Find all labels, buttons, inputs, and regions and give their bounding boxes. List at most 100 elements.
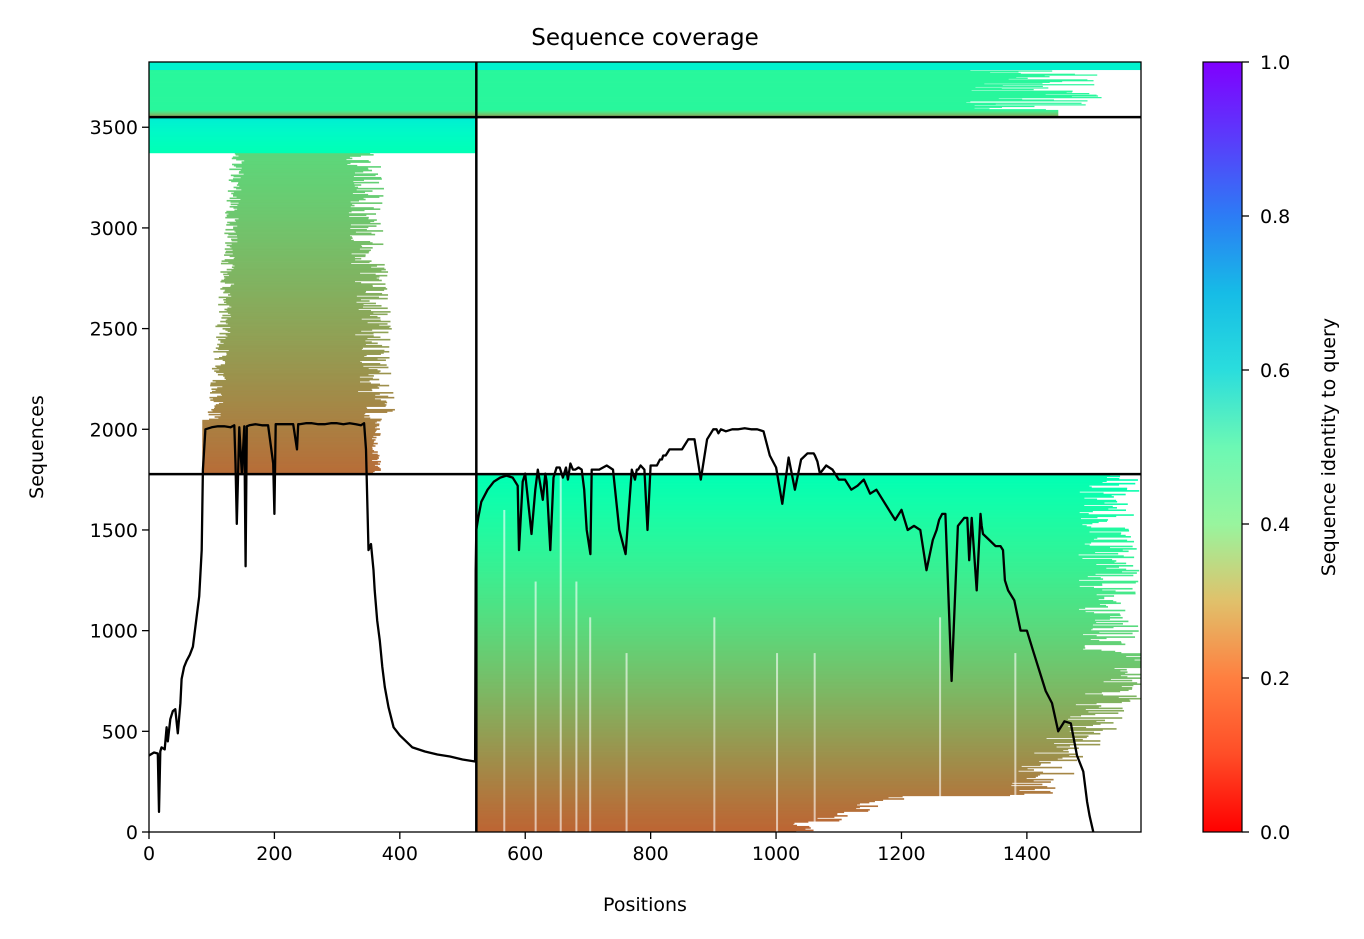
heatmap-row [476,730,1070,733]
heatmap-row [211,388,372,391]
heatmap-row [476,87,1049,89]
heatmap-row [227,330,362,333]
heatmap-row [216,371,380,374]
heatmap-row [476,731,1094,734]
heatmap-row [149,75,477,77]
heatmap-row [476,560,1117,562]
heatmap-row [476,769,1034,771]
heatmap-row [149,128,477,131]
heatmap-row [202,446,373,449]
heatmap-row [476,643,1126,646]
heatmap-row [476,550,1129,553]
heatmap-row [211,367,369,370]
heatmap-row [149,144,477,146]
heatmap-row [220,414,370,417]
heatmap-row [149,104,477,106]
heatmap-row [476,569,1140,572]
heatmap-row [149,87,477,89]
heatmap-row [149,92,477,94]
heatmap-row [476,546,1110,549]
heatmap-row [476,496,1114,498]
heatmap-row [476,642,1122,644]
heatmap-row [222,355,365,358]
heatmap-row [202,470,375,473]
heatmap-row [476,827,811,829]
heatmap-row [149,109,477,112]
heatmap-row [476,72,1021,75]
heatmap-row [217,324,380,326]
colorbar-ticks: 0.0 0.2 0.4 0.6 0.8 1.0 [1242,52,1290,844]
heatmap-row [476,540,1135,543]
heatmap-row [476,593,1097,596]
heatmap-row [476,79,1088,81]
heatmap-row [231,180,354,183]
heatmap-row [221,279,382,282]
heatmap-row [224,232,372,235]
heatmap-row [476,738,1083,741]
heatmap-row [476,68,1141,70]
heatmap-row [223,342,378,345]
heatmap-row [476,807,857,810]
heatmap-row [226,354,367,357]
heatmap-row [476,571,1123,573]
heatmap-row [149,79,477,81]
heatmap-row [149,98,477,100]
heatmap-row [476,85,1043,87]
heatmap-row [476,114,1059,116]
heatmap-row [202,435,374,438]
heatmap-row [232,163,348,166]
plot-frame [148,61,1142,833]
heatmap-row [231,306,364,308]
heatmap-row [476,648,1084,650]
heatmap-row [149,63,477,65]
heatmap-row [476,760,1040,763]
heatmap-row [476,667,1115,670]
heatmap-row [226,268,386,271]
heatmap-row [202,437,373,440]
heatmap-row [476,817,818,820]
heatmap-row [476,770,1019,772]
heatmap-row [476,714,1082,717]
heatmap-row [476,65,1141,67]
heatmap-row [476,707,1123,710]
heatmap-row [476,635,1097,637]
heatmap-row [476,786,1048,788]
heatmap-row [476,545,1133,548]
x-tick-label: 0 [143,843,155,865]
heatmap-row [220,280,356,283]
heatmap-row [476,630,1139,632]
heatmap-row [230,284,373,287]
heatmap-row [231,238,352,241]
heatmap-row [149,78,477,80]
heatmap-row [476,688,1133,690]
coverage-line-group [148,422,1095,833]
heatmap-row [212,398,375,400]
heatmap-row [476,757,1063,759]
heatmap-row [476,562,1127,565]
heatmap-row [149,150,477,153]
heatmap-row [476,88,1034,91]
heatmap-row [202,468,381,470]
heatmap-row [476,740,1101,742]
heatmap-row [476,549,1123,551]
heatmap-row [476,618,1110,620]
heatmap-row [149,93,477,95]
heatmap-row [476,82,1043,84]
heatmap-row [202,425,377,428]
heatmap-row [225,300,370,302]
heatmap-row [149,121,477,124]
heatmap-row [476,619,1096,621]
heatmap-row [476,676,1128,678]
heatmap-row [230,203,353,206]
heatmap-row [476,106,1003,108]
heatmap-row [476,596,1105,599]
heatmap-row [149,94,477,96]
heatmap-row [149,140,477,143]
heatmap-row [149,71,477,73]
coverage-line [148,422,1095,833]
heatmap-row [214,405,386,407]
heatmap-row [476,697,1141,700]
heatmap-row [225,363,381,365]
heatmap-row [476,666,1141,669]
heatmap-row [149,112,477,114]
